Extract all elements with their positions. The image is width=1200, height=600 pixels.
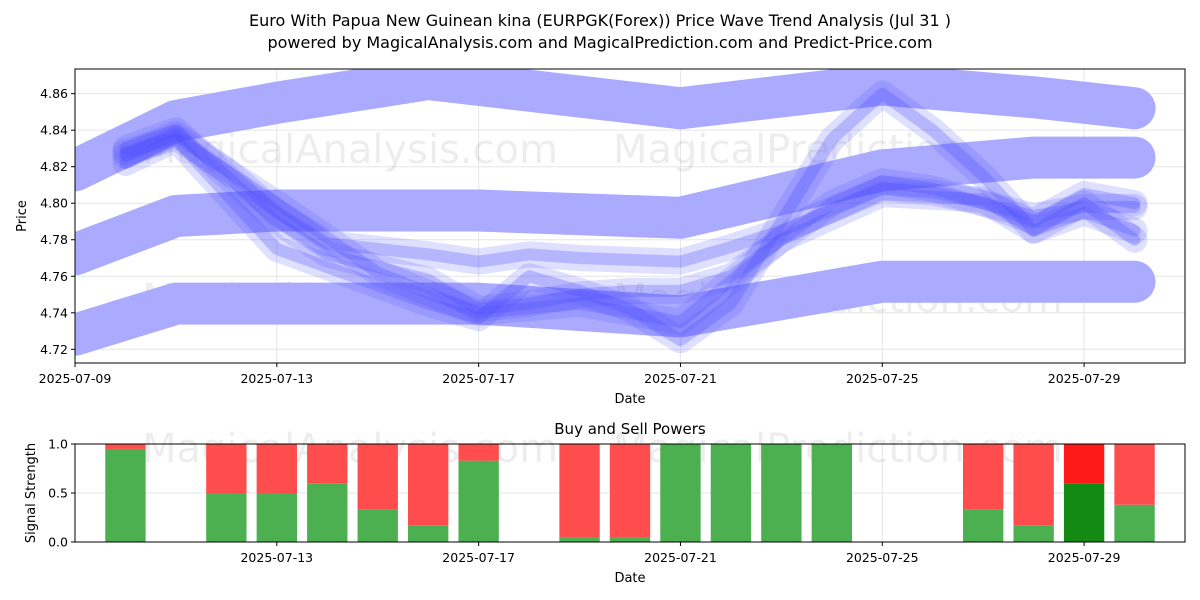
x-axis-label: Date [614,392,645,407]
buy-bar [761,444,802,542]
x-tick-label: 2025-07-29 [1048,371,1121,386]
wave-series-line [119,127,1141,268]
y-tick-label: 4.74 [40,305,68,320]
buy-sell-power-chart: MagicalAnalysis.comMagicalPrediction.com… [24,420,1186,586]
buy-bar [458,460,499,542]
chart-title: Euro With Papua New Guinean kina (EURPGK… [0,10,1200,54]
plot-area [75,69,1156,356]
x-tick-label: 2025-07-17 [442,371,515,386]
sell-bar [206,444,247,493]
buy-bar [609,537,651,542]
x-tick-label: 2025-07-29 [1048,550,1121,565]
buy-bar [307,483,348,542]
sell-bar [1013,444,1054,526]
x-tick-label: 2025-07-13 [240,371,313,386]
y-tick-label: 1.0 [48,437,68,452]
band-upper [75,69,1156,192]
sell-bar [105,444,146,449]
y-tick-label: 4.76 [40,269,68,284]
y-tick-label: 4.80 [40,196,68,211]
x-tick-label: 2025-07-09 [39,371,112,386]
wave-series-line [119,87,1141,347]
y-tick-label: 4.86 [40,86,68,101]
wave-series-halo [112,80,1148,354]
x-axis-label: Date [614,571,645,586]
buy-bar [206,493,247,542]
buy-bar [1063,483,1105,542]
subchart-title: Buy and Sell Powers [554,420,706,438]
buy-bar [357,509,398,542]
y-axis-label: Signal Strength [24,443,39,543]
x-tick-label: 2025-07-17 [442,550,515,565]
sell-bar [559,444,600,538]
wave-series-line [119,124,1141,316]
buy-bar [710,444,752,542]
wave-series-halo [112,117,1148,323]
buy-bar [105,448,146,542]
plot-frame [74,68,1186,364]
y-tick-label: 4.82 [40,159,68,174]
sell-bar [357,444,398,510]
sell-bar [1063,444,1105,484]
buy-bar [811,444,852,542]
sell-bar [609,444,651,538]
price-wave-chart: MagicalAnalysis.com MagicalPrediction.com… [15,68,1186,407]
buy-bar [559,537,600,542]
sell-bar [458,444,499,461]
buy-bar [1013,525,1054,542]
x-tick-label: 2025-07-25 [846,550,919,565]
y-tick-label: 0.5 [48,486,68,501]
wave-series-line [119,131,1141,328]
band-middle [75,136,1156,276]
x-tick-label: 2025-07-21 [644,371,717,386]
sell-bar [307,444,348,484]
x-tick-label: 2025-07-13 [240,550,313,565]
x-tick-label: 2025-07-25 [846,371,919,386]
y-tick-label: 4.78 [40,232,68,247]
title-line-2: powered by MagicalAnalysis.com and Magic… [267,33,933,52]
buy-bar [963,509,1004,542]
x-tick-label: 2025-07-21 [644,550,717,565]
y-tick-label: 4.72 [40,342,68,357]
title-line-1: Euro With Papua New Guinean kina (EURPGK… [249,11,951,30]
y-axis-label: Price [15,200,30,232]
band-lower [75,260,1156,356]
buy-bar [408,525,449,542]
sell-bar [408,444,449,526]
sell-bar [256,444,297,493]
buy-bar [660,444,701,542]
sell-bar [963,444,1004,510]
sell-bar [1114,444,1155,505]
wave-series-halo [112,120,1148,275]
y-tick-label: 0.0 [48,535,68,550]
y-tick-label: 4.84 [40,123,68,138]
buy-bar [1114,504,1155,542]
buy-bar [256,493,297,542]
wave-series-halo [112,124,1148,335]
